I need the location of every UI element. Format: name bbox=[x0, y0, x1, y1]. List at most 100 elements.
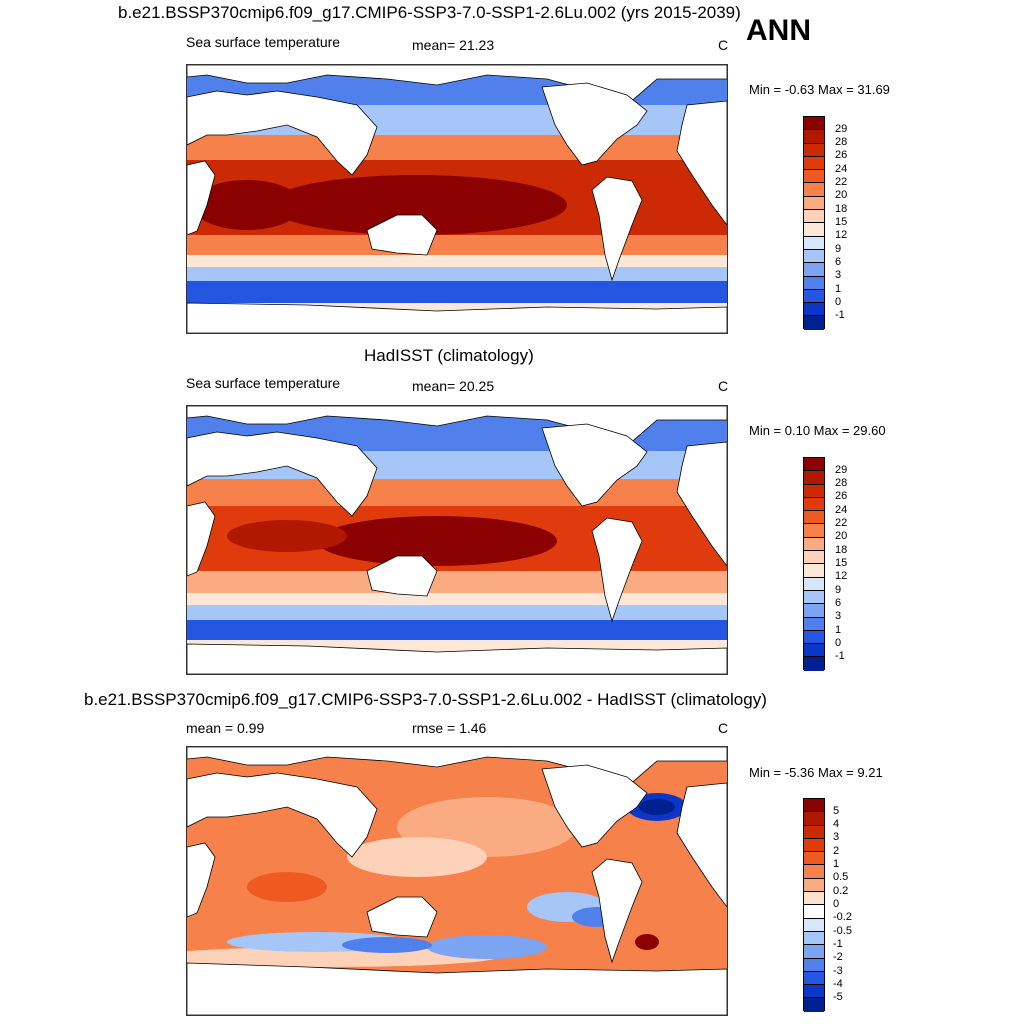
panel2-colorbar-tick: 26 bbox=[835, 490, 848, 502]
panel2-colorbar-tick: 20 bbox=[835, 530, 848, 542]
panel1-colorbar-box bbox=[804, 223, 824, 237]
panel3-colorbar-box bbox=[804, 825, 824, 839]
panel3-colorbar-box bbox=[804, 892, 824, 906]
panel1-colorbar-tick: 1 bbox=[835, 283, 842, 295]
panel1-colorbar bbox=[803, 116, 825, 330]
panel2-colorbar-box bbox=[804, 564, 824, 578]
panel2-map bbox=[186, 405, 728, 675]
panel3-colorbar-tick: 5 bbox=[833, 805, 840, 817]
panel1-colorbar-box bbox=[804, 117, 824, 131]
panel2-variable-label: Sea surface temperature bbox=[186, 375, 341, 391]
panel2-colorbar-box bbox=[804, 644, 824, 658]
panel2-unit-label: C bbox=[718, 378, 729, 394]
panel3-colorbar-tick: 1 bbox=[833, 858, 840, 870]
panel2-colorbar bbox=[803, 457, 825, 671]
panel1-unit-label: C bbox=[718, 37, 729, 53]
panel3-rmse-label: rmse = 1.46 bbox=[412, 720, 487, 736]
panel3-colorbar-box bbox=[804, 958, 824, 972]
panel2-colorbar-box bbox=[804, 577, 824, 591]
panel2-title: HadISST (climatology) bbox=[364, 346, 534, 365]
panel3-colorbar-box bbox=[804, 905, 824, 919]
panel1-colorbar-tick: 29 bbox=[835, 123, 848, 135]
panel2-colorbar-box bbox=[804, 630, 824, 645]
panel3-colorbar-tick: -2 bbox=[833, 951, 843, 963]
panel2-colorbar-tick: -1 bbox=[835, 650, 845, 662]
panel2-colorbar-tick: 22 bbox=[835, 517, 848, 529]
panel3-map bbox=[186, 746, 728, 1016]
panel1-colorbar-tick: 0 bbox=[835, 296, 842, 308]
panel2-colorbar-box bbox=[804, 524, 824, 538]
panel1-colorbar-box bbox=[804, 316, 824, 330]
panel2-colorbar-tick: 29 bbox=[835, 464, 848, 476]
panel3-unit-label: C bbox=[718, 720, 729, 736]
panel3-colorbar-box bbox=[804, 878, 824, 893]
panel1-colorbar-tick: 26 bbox=[835, 149, 848, 161]
panel1-colorbar-tick: 12 bbox=[835, 229, 848, 241]
panel3-colorbar-box bbox=[804, 971, 824, 986]
panel3-colorbar-tick: -1 bbox=[833, 938, 843, 950]
panel2-minmax-label: Min = 0.10 Max = 29.60 bbox=[749, 423, 886, 438]
panel2-colorbar-box bbox=[804, 657, 824, 671]
panel3-colorbar-tick: 0.5 bbox=[833, 871, 849, 883]
panel2-colorbar-tick: 3 bbox=[835, 610, 842, 622]
panel2-colorbar-box bbox=[804, 511, 824, 525]
panel1-colorbar-tick: 9 bbox=[835, 243, 842, 255]
panel2-colorbar-box bbox=[804, 484, 824, 498]
panel3-colorbar-tick: 2 bbox=[833, 845, 840, 857]
panel3-colorbar-box bbox=[804, 838, 824, 853]
panel1-colorbar-tick: 18 bbox=[835, 203, 848, 215]
panel2-colorbar-box bbox=[804, 604, 824, 618]
panel3-colorbar-tick: -0.2 bbox=[833, 911, 852, 923]
panel1-colorbar-box bbox=[804, 303, 824, 317]
panel1-minmax-label: Min = -0.63 Max = 31.69 bbox=[749, 82, 890, 97]
panel3-colorbar-box bbox=[804, 931, 824, 946]
panel1-title: b.e21.BSSP370cmip6.f09_g17.CMIP6-SSP3-7.… bbox=[118, 3, 741, 22]
panel1-map bbox=[186, 64, 728, 334]
panel1-colorbar-box bbox=[804, 143, 824, 157]
panel3-colorbar-tick: -4 bbox=[833, 978, 843, 990]
panel3-colorbar-tick: -0.5 bbox=[833, 925, 852, 937]
panel1-colorbar-box bbox=[804, 170, 824, 184]
panel3-colorbar-box bbox=[804, 799, 824, 813]
panel3-colorbar-tick: 4 bbox=[833, 818, 840, 830]
panel1-colorbar-box bbox=[804, 263, 824, 277]
panel3-colorbar-box bbox=[804, 918, 824, 932]
panel2-mean-label: mean= 20.25 bbox=[412, 378, 495, 394]
panel3-mean-label: mean = 0.99 bbox=[186, 720, 265, 736]
panel1-colorbar-box bbox=[804, 183, 824, 197]
panel2-colorbar-tick: 28 bbox=[835, 477, 848, 489]
panel3-colorbar-tick: -3 bbox=[833, 965, 843, 977]
panel2-colorbar-tick: 24 bbox=[835, 504, 848, 516]
panel1-colorbar-tick: 20 bbox=[835, 189, 848, 201]
panel1-colorbar-tick: 15 bbox=[835, 216, 848, 228]
panel1-colorbar-box bbox=[804, 210, 824, 224]
panel1-colorbar-box bbox=[804, 289, 824, 304]
panel1-colorbar-tick: 6 bbox=[835, 256, 842, 268]
panel1-colorbar-tick: -1 bbox=[835, 309, 845, 321]
panel3-colorbar-box bbox=[804, 852, 824, 866]
panel3-minmax-label: Min = -5.36 Max = 9.21 bbox=[749, 765, 883, 780]
panel2-colorbar-tick: 6 bbox=[835, 597, 842, 609]
panel1-colorbar-tick: 22 bbox=[835, 176, 848, 188]
season-label: ANN bbox=[746, 14, 811, 47]
panel1-colorbar-tick: 24 bbox=[835, 163, 848, 175]
panel2-colorbar-tick: 0 bbox=[835, 637, 842, 649]
panel2-colorbar-tick: 15 bbox=[835, 557, 848, 569]
panel2-colorbar-box bbox=[804, 458, 824, 472]
panel1-mean-label: mean= 21.23 bbox=[412, 37, 495, 53]
panel2-colorbar-tick: 12 bbox=[835, 570, 848, 582]
panel3-title: b.e21.BSSP370cmip6.f09_g17.CMIP6-SSP3-7.… bbox=[84, 690, 767, 709]
panel2-colorbar-box bbox=[804, 551, 824, 565]
panel2-colorbar-tick: 1 bbox=[835, 624, 842, 636]
panel3-colorbar-tick: 0 bbox=[833, 898, 840, 910]
panel2-colorbar-box bbox=[804, 471, 824, 485]
panel1-variable-label: Sea surface temperature bbox=[186, 34, 341, 50]
panel3-colorbar-tick: 0.2 bbox=[833, 885, 849, 897]
panel2-colorbar-box bbox=[804, 590, 824, 605]
panel3-colorbar-tick: 3 bbox=[833, 831, 840, 843]
panel3-colorbar-box bbox=[804, 945, 824, 959]
panel1-colorbar-box bbox=[804, 196, 824, 211]
panel3-colorbar-box bbox=[804, 812, 824, 826]
panel3-colorbar-box bbox=[804, 865, 824, 879]
panel1-colorbar-tick: 28 bbox=[835, 136, 848, 148]
